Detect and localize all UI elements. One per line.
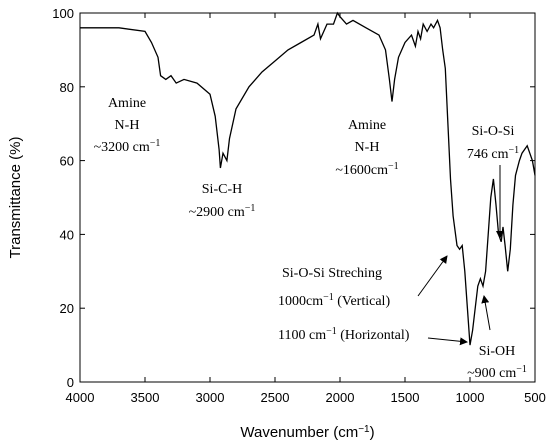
- x-tick-label: 3500: [131, 390, 160, 405]
- arrows: [417, 165, 504, 346]
- text-part: ~1600cm: [335, 163, 388, 178]
- x-tick-label: 1500: [391, 390, 420, 405]
- text-part: ~2900 cm: [189, 205, 245, 220]
- superscript: −1: [508, 145, 519, 156]
- text-part: 746 cm: [467, 147, 509, 162]
- spectrum-line: [80, 11, 536, 346]
- y-tick-label: 40: [60, 227, 74, 242]
- y-tick-label: 100: [52, 6, 74, 21]
- text-part: Si-OH: [479, 344, 516, 359]
- text-part: Amine: [348, 118, 386, 133]
- annotation: Si-OH: [479, 344, 516, 359]
- annotation: ~900 cm−1: [467, 364, 527, 382]
- y-tick-label: 0: [67, 375, 74, 390]
- text-part: (Vertical): [334, 294, 391, 309]
- y-tick-label: 20: [60, 301, 74, 316]
- arrow: [427, 337, 468, 346]
- x-tick-label: 500: [524, 390, 546, 405]
- x-tick-label: 2000: [326, 390, 355, 405]
- text-part: Si-O-Si Streching: [282, 266, 382, 281]
- plot-frame: [79, 12, 536, 383]
- text-part: N-H: [355, 140, 380, 155]
- x-tick-label: 2500: [261, 390, 290, 405]
- annotation: ~2900 cm−1: [189, 203, 256, 221]
- annotation: 1100 cm−1 (Horizontal): [278, 326, 410, 344]
- superscript: −1: [358, 424, 370, 435]
- arrow: [417, 255, 448, 297]
- annotation: N-H: [355, 140, 380, 155]
- text-part: ~900 cm: [467, 366, 516, 381]
- annotation: Si-C-H: [202, 182, 242, 197]
- annotation: 746 cm−1: [467, 145, 519, 163]
- annotation: Amine: [348, 118, 386, 133]
- y-tick-label: 80: [60, 80, 74, 95]
- superscript: −1: [326, 326, 337, 337]
- y-axis-label: Transmittance (%): [7, 137, 24, 259]
- annotation: Si-O-Si Streching: [282, 266, 382, 281]
- annotation: ~1600cm−1: [335, 161, 398, 179]
- text-part: ~3200 cm: [94, 140, 150, 155]
- superscript: −1: [150, 138, 161, 149]
- annotation: 1000cm−1 (Vertical): [278, 292, 390, 310]
- superscript: −1: [388, 161, 399, 172]
- x-tick-label: 1000: [456, 390, 485, 405]
- arrow: [481, 295, 491, 331]
- text-part: 1000cm: [278, 294, 323, 309]
- text-part: ): [370, 424, 375, 441]
- annotation: N-H: [115, 118, 140, 133]
- y-tick-label: 60: [60, 154, 74, 169]
- superscript: −1: [245, 203, 256, 214]
- x-axis-label: Wavenumber (cm−1): [240, 424, 374, 442]
- superscript: −1: [323, 292, 334, 303]
- text-part: 1100 cm: [278, 328, 326, 343]
- text-part: Wavenumber (cm: [240, 424, 358, 441]
- text-part: (Horizontal): [337, 328, 410, 343]
- annotation: Amine: [108, 96, 146, 111]
- x-tick-label: 3000: [196, 390, 225, 405]
- text-part: N-H: [115, 118, 140, 133]
- superscript: −1: [516, 364, 527, 375]
- text-part: Si-C-H: [202, 182, 242, 197]
- annotation: ~3200 cm−1: [94, 138, 161, 156]
- annotation: Si-O-Si: [472, 124, 515, 139]
- x-tick-label: 4000: [66, 390, 95, 405]
- text-part: Amine: [108, 96, 146, 111]
- text-part: Si-O-Si: [472, 124, 515, 139]
